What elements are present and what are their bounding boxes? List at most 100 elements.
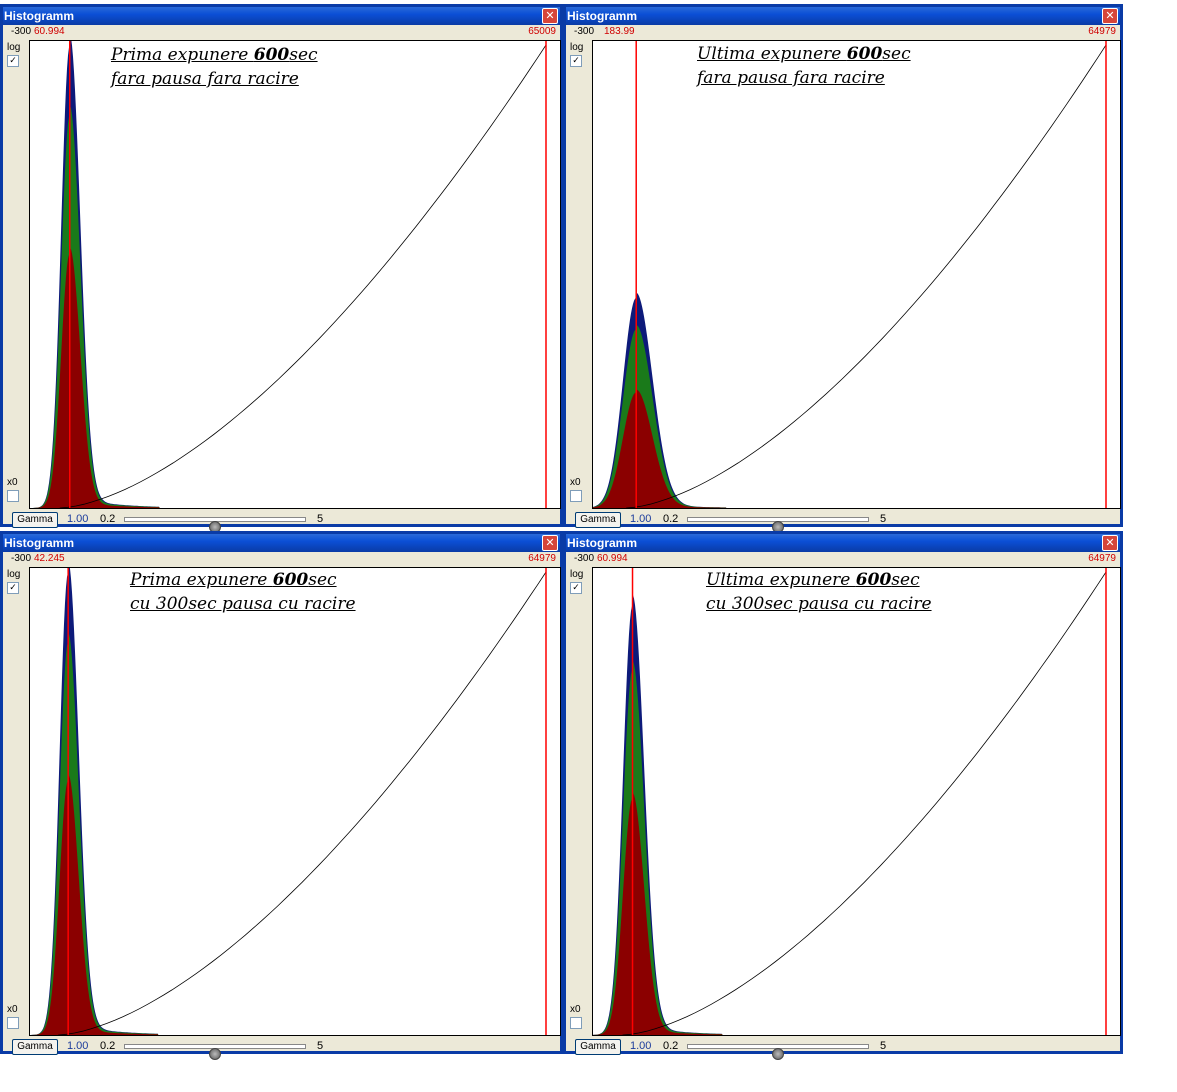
current-value: 183.99	[604, 26, 635, 37]
annotation-line1-b: 600	[253, 45, 290, 65]
gamma-bar: Gamma 1.00 0.2 5	[570, 1037, 1116, 1060]
gamma-bar: Gamma 1.00 0.2 5	[570, 510, 1116, 533]
log-label: log	[570, 569, 584, 580]
title-bar[interactable]: Histogramm ✕	[3, 7, 560, 25]
histogram-window-3: Histogramm ✕ -300 42.245 64979 log ✓ x0 …	[0, 531, 563, 1060]
annotation-line1-b: 600	[855, 570, 892, 590]
annotation-line1-a: Prima expunere	[130, 570, 273, 590]
histogram-blue-series	[593, 595, 723, 1035]
x0-checkbox[interactable]	[7, 490, 19, 502]
slider-min: 0.2	[663, 513, 679, 525]
annotation-line1-a: Ultima expunere	[697, 44, 847, 64]
log-checkbox[interactable]: ✓	[570, 582, 582, 594]
window-title: Histogramm	[4, 536, 75, 550]
annotation-line2: cu 300sec pausa cu racire	[130, 594, 356, 614]
log-checkbox[interactable]: ✓	[570, 55, 582, 67]
annotation-label: Ultima expunere 600sec fara pausa fara r…	[697, 42, 911, 90]
histogram-green-series	[30, 105, 160, 508]
window-title: Histogramm	[567, 536, 638, 550]
current-value: 60.994	[34, 26, 65, 37]
x0-checkbox[interactable]	[7, 1017, 19, 1029]
annotation-line2: fara pausa fara racire	[111, 69, 299, 89]
range-bar: -300 42.245 64979	[7, 553, 556, 565]
annotation-line1-c: sec	[882, 44, 911, 64]
range-bar: -300 60.994 64979	[570, 553, 1116, 565]
gamma-value: 1.00	[67, 513, 89, 525]
current-value: 42.245	[34, 553, 65, 564]
gamma-slider[interactable]	[687, 1044, 869, 1060]
gamma-curve	[58, 571, 547, 1035]
gamma-value: 1.00	[630, 1040, 652, 1052]
x0-checkbox[interactable]	[570, 490, 582, 502]
gamma-slider[interactable]	[124, 1044, 306, 1060]
slider-thumb[interactable]	[209, 1048, 221, 1060]
slider-thumb[interactable]	[772, 1048, 784, 1060]
title-bar[interactable]: Histogramm ✕	[3, 534, 560, 552]
histogram-graph	[30, 568, 547, 1035]
slider-max: 5	[880, 1040, 887, 1052]
slider-min: 0.2	[100, 1040, 116, 1052]
gamma-value: 1.00	[67, 1040, 89, 1052]
annotation-line1-a: Ultima expunere	[706, 570, 856, 590]
max-value: 64979	[1088, 553, 1116, 564]
histogram-red-series	[30, 247, 160, 508]
gamma-button[interactable]: Gamma	[575, 1039, 621, 1055]
annotation-line1-b: 600	[272, 570, 309, 590]
gamma-button[interactable]: Gamma	[12, 512, 58, 528]
histogram-graph	[593, 41, 1107, 508]
close-icon[interactable]: ✕	[542, 535, 558, 551]
x0-label: x0	[7, 477, 18, 488]
x0-label: x0	[570, 477, 581, 488]
annotation-line1-c: sec	[308, 570, 337, 590]
gamma-curve	[622, 571, 1107, 1035]
histogram-plot[interactable]	[592, 567, 1121, 1036]
close-icon[interactable]: ✕	[1102, 8, 1118, 24]
log-checkbox[interactable]: ✓	[7, 55, 19, 67]
slider-max: 5	[317, 1040, 324, 1052]
gamma-button[interactable]: Gamma	[575, 512, 621, 528]
annotation-line1-c: sec	[891, 570, 920, 590]
max-value: 64979	[1088, 26, 1116, 37]
log-label: log	[570, 42, 584, 53]
x0-label: x0	[570, 1004, 581, 1015]
slider-min: 0.2	[100, 513, 116, 525]
range-bar: -300 183.99 64979	[570, 26, 1116, 38]
gamma-value: 1.00	[630, 513, 652, 525]
histogram-plot[interactable]	[592, 40, 1121, 509]
gamma-slider[interactable]	[687, 517, 869, 533]
gamma-button[interactable]: Gamma	[12, 1039, 58, 1055]
min-value: -300	[574, 553, 595, 564]
annotation-line1-c: sec	[289, 45, 318, 65]
log-label: log	[7, 569, 21, 580]
annotation-line1-b: 600	[846, 44, 883, 64]
annotation-label: Prima expunere 600sec fara pausa fara ra…	[111, 43, 318, 91]
max-value: 64979	[528, 553, 556, 564]
gamma-curve	[59, 44, 547, 508]
histogram-red-series	[593, 793, 723, 1035]
histogram-plot[interactable]	[29, 40, 561, 509]
window-title: Histogramm	[4, 9, 75, 23]
gamma-slider[interactable]	[124, 517, 306, 533]
x0-checkbox[interactable]	[570, 1017, 582, 1029]
title-bar[interactable]: Histogramm ✕	[566, 534, 1120, 552]
annotation-line1-a: Prima expunere	[111, 45, 254, 65]
title-bar[interactable]: Histogramm ✕	[566, 7, 1120, 25]
annotation-label: Prima expunere 600sec cu 300sec pausa cu…	[130, 568, 356, 616]
min-value: -300	[11, 553, 32, 564]
gamma-bar: Gamma 1.00 0.2 5	[7, 1037, 556, 1060]
window-title: Histogramm	[567, 9, 638, 23]
histogram-green-series	[30, 633, 159, 1035]
histogram-red-series	[593, 389, 727, 508]
log-label: log	[7, 42, 21, 53]
min-value: -300	[11, 26, 32, 37]
annotation-label: Ultima expunere 600sec cu 300sec pausa c…	[706, 568, 932, 616]
annotation-line2: fara pausa fara racire	[697, 68, 885, 88]
close-icon[interactable]: ✕	[542, 8, 558, 24]
log-checkbox[interactable]: ✓	[7, 582, 19, 594]
slider-min: 0.2	[663, 1040, 679, 1052]
histogram-plot[interactable]	[29, 567, 561, 1036]
histogram-blue-series	[30, 568, 159, 1035]
annotation-line2: cu 300sec pausa cu racire	[706, 594, 932, 614]
histogram-graph	[593, 568, 1107, 1035]
close-icon[interactable]: ✕	[1102, 535, 1118, 551]
